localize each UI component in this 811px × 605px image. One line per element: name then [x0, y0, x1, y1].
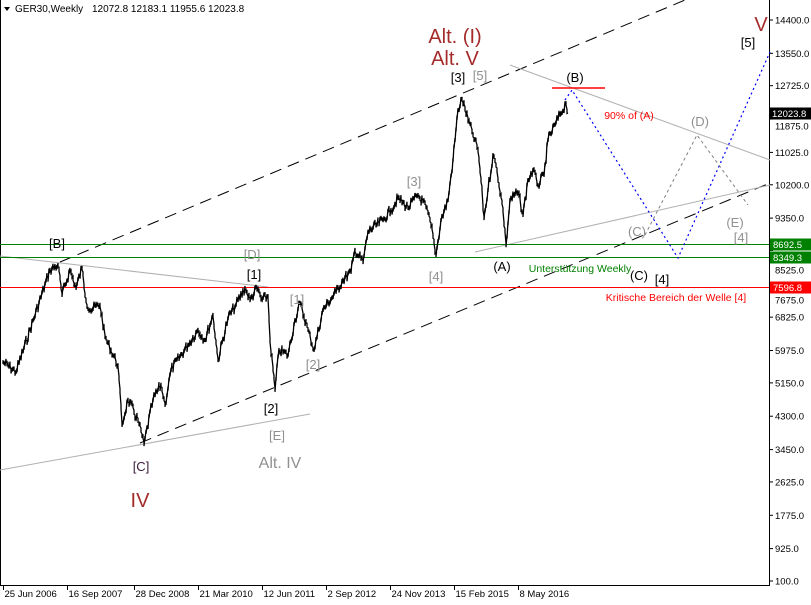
price-axis: 14400.0 13550.0 12725.0 11875.0 11025.0 10200…	[769, 16, 809, 588]
date-tick-label: 16 Sep 2007	[69, 589, 123, 600]
label-E-square: [E]	[269, 428, 285, 443]
label-wave-3: [3]	[451, 70, 465, 85]
label-C-square: [C]	[133, 459, 150, 474]
date-tick-label: 21 Mar 2010	[200, 589, 253, 600]
label-IV: IV	[131, 490, 151, 512]
current-price-tag	[770, 107, 811, 120]
label-E-alt: (E)	[726, 215, 743, 230]
label-B-square: [B]	[49, 236, 65, 251]
label-D: (D)	[691, 114, 709, 129]
price-tick-label: 6825.0	[775, 313, 804, 324]
label-wave-2-sub: [2]	[306, 357, 320, 372]
label-wave-4-alt: [4]	[734, 230, 748, 245]
label-C: (C)	[630, 268, 648, 283]
price-tick-label: 2625.0	[775, 477, 804, 488]
grey-trendline-B[interactable]	[509, 64, 771, 161]
label-support-weekly: Unterstützung Weekly	[529, 263, 632, 275]
grey-trendline-A-C[interactable]	[474, 184, 771, 253]
date-tick-label: 28 Dec 2008	[136, 589, 190, 600]
price-tick-label: 8525.0	[775, 266, 804, 277]
label-wave-5-alt: [5]	[473, 68, 487, 83]
label-wave-1-sub: [1]	[290, 292, 304, 307]
horizontal-levels: 8692.5 8349.3 7596.8	[0, 238, 811, 294]
label-wave-4-sub: [4]	[429, 269, 443, 284]
level-price-label: 7596.8	[773, 283, 802, 294]
level-price-label: 8692.5	[773, 240, 802, 251]
level-price-label: 8349.3	[773, 253, 802, 264]
price-tick-label: 11025.0	[775, 148, 809, 159]
grey-trendline-B-D[interactable]	[0, 255, 269, 288]
date-tick-label: 12 Jun 2011	[264, 589, 316, 600]
grey-trendline-E[interactable]	[0, 413, 311, 471]
price-tick-label: 5975.0	[775, 346, 804, 357]
date-tick-label: 2 Sep 2012	[328, 589, 377, 600]
price-series-line	[2, 96, 569, 447]
price-tick-label: 14400.0	[775, 16, 809, 27]
current-price-marker: 12023.8	[770, 107, 811, 120]
label-D-square: [D]	[244, 247, 261, 262]
blue-projection-path[interactable]	[564, 51, 771, 260]
price-tick-label: 12725.0	[775, 81, 809, 92]
grey-projection-path[interactable]	[644, 134, 749, 236]
label-90pct-A: 90% of (A)	[604, 110, 654, 122]
wave-labels: Alt. (I) Alt. V [3] [5] (B) 90% of (A) (…	[49, 14, 768, 512]
label-wave-4: [4]	[655, 272, 669, 287]
label-wave-5-target: [5]	[741, 35, 755, 50]
price-tick-label: 1775.0	[775, 511, 804, 522]
label-wave-3-sub: [3]	[407, 174, 421, 189]
price-tick-label: 9350.0	[775, 214, 804, 225]
dropdown-triangle-icon[interactable]	[4, 7, 10, 11]
label-alt-IV: Alt. IV	[259, 455, 302, 472]
label-V: V	[754, 14, 768, 36]
price-tick-label: 100.0	[775, 577, 799, 588]
price-tick-label: 5150.0	[775, 378, 804, 389]
label-alt-I: Alt. (I)	[428, 26, 481, 48]
label-B: (B)	[566, 70, 583, 85]
level-price-tag	[770, 238, 811, 251]
label-A: (A)	[493, 259, 510, 274]
label-wave-1: [1]	[247, 267, 261, 282]
price-tick-label: 925.0	[775, 544, 799, 555]
ohlc-values: 12072.8 12183.1 11955.6 12023.8	[92, 4, 245, 15]
level-price-tag	[770, 281, 811, 294]
time-axis: 25 Jun 2006 16 Sep 2007 28 Dec 2008 21 Mar …	[3, 585, 570, 600]
label-C-alt: (C)	[628, 224, 646, 239]
current-price-label: 12023.8	[772, 109, 806, 120]
label-alt-V: Alt. V	[431, 48, 479, 70]
date-tick-label: 8 May 2016	[520, 589, 570, 600]
label-critical-zone: Kritische Bereich der Welle [4]	[606, 292, 747, 304]
level-price-tag	[770, 251, 811, 264]
date-tick-label: 15 Feb 2015	[456, 589, 509, 600]
price-tick-label: 7675.0	[775, 296, 804, 307]
symbol-label: GER30,Weekly	[15, 4, 83, 15]
date-tick-label: 24 Nov 2013	[392, 589, 446, 600]
price-tick-label: 3450.0	[775, 445, 804, 456]
price-tick-label: 11875.0	[775, 122, 809, 133]
date-tick-label: 25 Jun 2006	[5, 589, 57, 600]
price-tick-label: 4300.0	[775, 412, 804, 423]
label-wave-2: [2]	[264, 401, 278, 416]
price-tick-label: 10200.0	[775, 180, 809, 191]
price-tick-label: 13550.0	[775, 49, 809, 60]
